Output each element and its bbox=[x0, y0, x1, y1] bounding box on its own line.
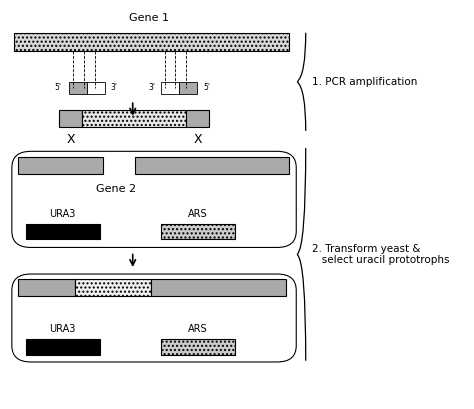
Text: 1. PCR amplification: 1. PCR amplification bbox=[312, 77, 417, 87]
Bar bbox=[82, 110, 186, 127]
Bar bbox=[18, 157, 103, 174]
Bar bbox=[135, 157, 289, 174]
Text: URA3: URA3 bbox=[50, 209, 76, 219]
Text: 5': 5' bbox=[55, 83, 62, 92]
Bar bbox=[179, 82, 197, 94]
Bar bbox=[75, 279, 151, 296]
Bar bbox=[186, 110, 209, 127]
Bar bbox=[26, 339, 100, 355]
Text: X: X bbox=[66, 133, 75, 146]
Text: X: X bbox=[193, 133, 202, 146]
Text: ARS: ARS bbox=[188, 209, 208, 219]
Text: 5': 5' bbox=[203, 83, 210, 92]
Bar bbox=[18, 279, 75, 296]
Bar bbox=[26, 224, 100, 239]
Bar bbox=[161, 339, 235, 355]
Text: 2. Transform yeast &
   select uracil prototrophs: 2. Transform yeast & select uracil proto… bbox=[312, 244, 449, 265]
Text: 3': 3' bbox=[148, 83, 155, 92]
Bar bbox=[87, 82, 105, 94]
Text: URA3: URA3 bbox=[50, 324, 76, 334]
Text: Gene 1: Gene 1 bbox=[129, 13, 169, 23]
Bar bbox=[151, 279, 286, 296]
Text: Gene 2: Gene 2 bbox=[96, 184, 136, 194]
Bar bbox=[161, 82, 179, 94]
Bar bbox=[14, 33, 289, 51]
FancyBboxPatch shape bbox=[12, 274, 296, 362]
Text: 3': 3' bbox=[110, 83, 118, 92]
Bar bbox=[69, 82, 87, 94]
Bar bbox=[161, 224, 235, 239]
Text: ARS: ARS bbox=[188, 324, 208, 334]
Bar bbox=[59, 110, 82, 127]
FancyBboxPatch shape bbox=[12, 151, 296, 247]
